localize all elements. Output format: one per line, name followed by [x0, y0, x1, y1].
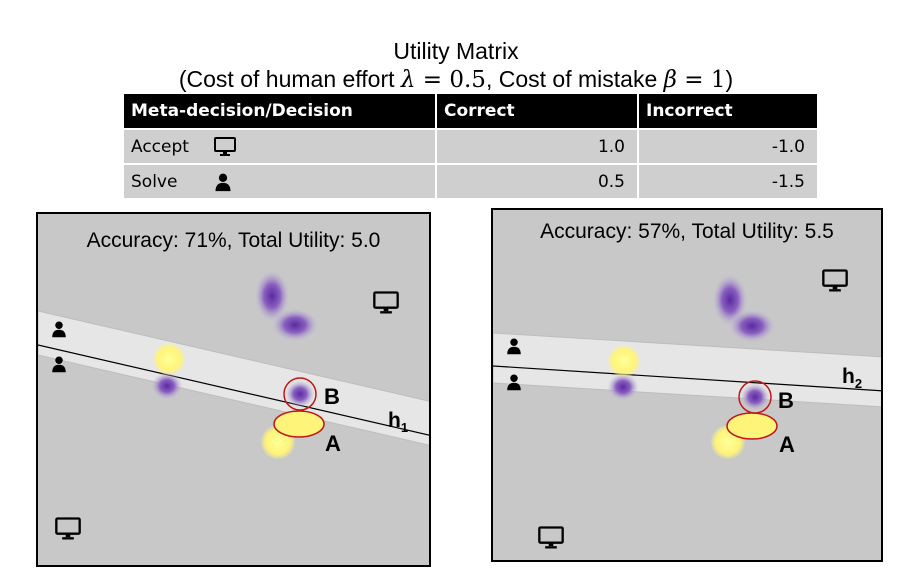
panel-title: Accuracy: 71%, Total Utility: 5.0	[86, 229, 381, 252]
subtitle-prefix: (Cost of human effort	[178, 66, 401, 92]
panel-left: Accuracy: 71%, Total Utility: 5.0 B A h1	[36, 212, 431, 567]
subtitle-suffix: )	[725, 66, 734, 92]
table-row-accept: Accept 1.0 -1.0	[124, 128, 817, 164]
purple-point-b	[285, 380, 315, 408]
hyperplane-symbol: h	[388, 409, 401, 432]
yellow-point-a	[273, 410, 325, 438]
row-label-cell: Accept	[124, 128, 436, 164]
table-row-solve: Solve 0.5 -1.5	[124, 163, 817, 198]
chart-subtitle: (Cost of human effort λ = 0.5, Cost of m…	[0, 65, 912, 94]
table-header-row: Meta-decision/Decision Correct Incorrect	[124, 94, 817, 129]
beta-value: = 1	[676, 67, 726, 93]
hyperplane-label: h2	[842, 365, 862, 391]
computer-icon	[538, 526, 564, 550]
purple-cluster	[728, 309, 776, 343]
row-label-cell: Solve	[124, 163, 436, 198]
hyperplane-symbol: h	[842, 365, 855, 388]
computer-icon	[822, 269, 848, 293]
accept-correct-value: 1.0	[435, 128, 638, 164]
purple-cluster	[271, 308, 319, 342]
computer-icon	[213, 135, 237, 159]
solve-correct-value: 0.5	[435, 163, 638, 198]
yellow-point	[608, 345, 640, 377]
point-a-label: A	[779, 432, 795, 457]
accept-incorrect-value: -1.0	[637, 128, 817, 164]
panel-right-diagram	[493, 269, 881, 550]
computer-icon	[373, 291, 399, 315]
lambda-value: = 0.5	[415, 67, 486, 93]
hyperplane-line	[38, 344, 429, 436]
header-incorrect: Incorrect	[637, 94, 817, 129]
yellow-point	[153, 343, 185, 375]
subtitle-middle: , Cost of mistake	[485, 66, 664, 92]
chart-title: Utility Matrix	[393, 38, 519, 64]
purple-point	[151, 372, 183, 400]
point-a-label: A	[325, 431, 341, 456]
beta-expression: β = 1	[664, 67, 726, 93]
row-label-accept: Accept	[131, 136, 189, 157]
utility-matrix-table: Meta-decision/Decision Correct Incorrect…	[124, 94, 817, 198]
hyperplane-subscript: 2	[854, 376, 863, 392]
header-correct: Correct	[435, 94, 638, 129]
margin-band	[38, 310, 429, 446]
solve-incorrect-value: -1.5	[637, 163, 817, 198]
row-label-solve: Solve	[131, 171, 178, 192]
header-meta-decision: Meta-decision/Decision	[124, 94, 436, 129]
purple-point-b	[740, 383, 770, 411]
point-b-ring	[283, 377, 317, 411]
hyperplane-label: h1	[388, 409, 408, 435]
yellow-point-a	[726, 412, 778, 440]
panel-left-diagram	[38, 269, 429, 541]
point-b-label: B	[324, 384, 340, 409]
person-icon	[213, 171, 233, 193]
margin-band	[493, 332, 881, 408]
hyperplane-subscript: 1	[400, 420, 409, 436]
lambda-symbol: λ	[400, 67, 416, 93]
hyperplane-line	[493, 365, 881, 392]
lambda-expression: λ = 0.5	[401, 67, 486, 93]
point-b-label: B	[778, 388, 794, 413]
panel-right: Accuracy: 57%, Total Utility: 5.5 B A h2	[491, 208, 883, 562]
beta-symbol: β	[663, 67, 677, 93]
purple-point	[607, 373, 639, 401]
purple-cluster	[254, 269, 290, 323]
computer-icon	[55, 517, 81, 541]
panel-title: Accuracy: 57%, Total Utility: 5.5	[540, 220, 834, 243]
